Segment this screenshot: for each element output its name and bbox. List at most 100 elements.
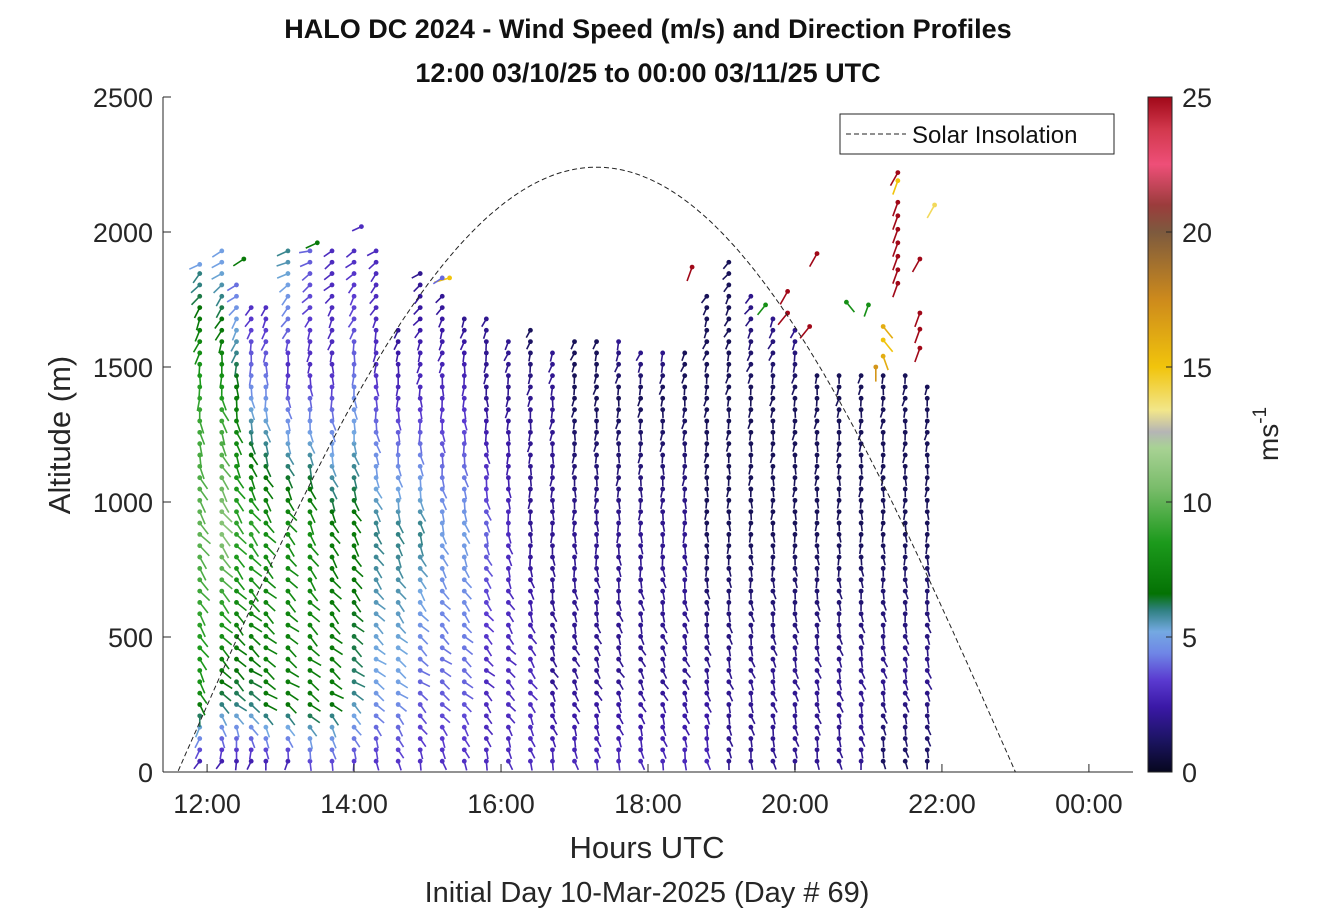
barb-head bbox=[351, 486, 357, 492]
wind-barb bbox=[836, 634, 844, 645]
barb-head bbox=[263, 747, 269, 753]
wind-barb bbox=[285, 622, 300, 633]
barb-head bbox=[594, 577, 599, 583]
wind-barb bbox=[347, 282, 357, 294]
wind-barb bbox=[248, 475, 256, 490]
barb-head bbox=[219, 305, 225, 310]
barb-head bbox=[307, 588, 313, 594]
barb-head bbox=[285, 350, 291, 356]
wind-barb bbox=[329, 713, 340, 726]
barb-head bbox=[844, 299, 849, 305]
wind-barb bbox=[461, 758, 468, 771]
barb-head bbox=[285, 724, 291, 730]
barb-head bbox=[682, 429, 688, 435]
wind-barb bbox=[307, 395, 313, 409]
barb-head bbox=[248, 611, 254, 617]
barb-head bbox=[902, 441, 908, 447]
wind-barb bbox=[369, 305, 379, 316]
wind-barb bbox=[660, 690, 669, 702]
wind-barb bbox=[550, 645, 556, 657]
wind-barb bbox=[351, 713, 362, 726]
wind-barb bbox=[345, 271, 357, 281]
barb-head bbox=[748, 690, 754, 696]
wind-barb bbox=[748, 384, 754, 396]
barb-head bbox=[924, 532, 930, 537]
wind-barb bbox=[748, 736, 754, 748]
barb-head bbox=[197, 736, 203, 741]
barb-head bbox=[219, 520, 225, 526]
wind-barb bbox=[726, 656, 732, 668]
wind-barb bbox=[373, 407, 379, 420]
barb-head bbox=[682, 554, 688, 560]
barb-head bbox=[285, 452, 291, 458]
barb-head bbox=[528, 543, 533, 549]
barb-head bbox=[329, 486, 335, 492]
barb-head bbox=[234, 486, 239, 492]
wind-barb bbox=[351, 736, 361, 748]
wind-barb bbox=[594, 758, 599, 771]
wind-barb bbox=[660, 656, 666, 668]
barb-head bbox=[263, 486, 269, 492]
wind-barb bbox=[417, 690, 429, 701]
barb-head bbox=[219, 702, 225, 707]
barb-head bbox=[197, 327, 203, 333]
wind-barb bbox=[594, 350, 599, 362]
barb-head bbox=[880, 747, 886, 753]
wind-barb bbox=[373, 702, 386, 713]
wind-barb bbox=[417, 350, 423, 363]
wind-barb bbox=[726, 713, 732, 725]
wind-barb bbox=[505, 486, 512, 499]
wind-barb bbox=[483, 441, 489, 453]
barb-head bbox=[307, 463, 313, 469]
wind-barb bbox=[836, 463, 842, 475]
barb-head bbox=[351, 339, 357, 345]
barb-head bbox=[197, 271, 203, 276]
barb-shaft bbox=[221, 522, 234, 534]
wind-barb bbox=[329, 418, 337, 431]
barb-head bbox=[836, 418, 842, 424]
wind-barb bbox=[682, 758, 688, 771]
barb-head bbox=[814, 645, 820, 651]
barb-head bbox=[880, 656, 886, 662]
wind-barb bbox=[879, 418, 886, 430]
wind-barb bbox=[682, 668, 692, 679]
wind-barb bbox=[215, 305, 225, 319]
wind-barb bbox=[682, 532, 688, 544]
wind-barb bbox=[307, 668, 321, 679]
barb-head bbox=[285, 259, 291, 265]
wind-barb bbox=[682, 656, 691, 668]
wind-barb bbox=[550, 532, 555, 544]
barb-head bbox=[616, 747, 622, 753]
barb-head bbox=[483, 429, 489, 435]
barb-head bbox=[572, 543, 577, 549]
barb-head bbox=[726, 600, 732, 605]
barb-head bbox=[858, 407, 864, 413]
barb-head bbox=[902, 690, 908, 696]
wind-barb bbox=[439, 679, 451, 690]
barb-head bbox=[660, 407, 666, 413]
barb-head bbox=[307, 520, 313, 526]
barb-head bbox=[248, 327, 254, 333]
wind-barb bbox=[219, 588, 231, 603]
barb-head bbox=[638, 418, 644, 424]
barb-head bbox=[461, 554, 467, 560]
barb-head bbox=[704, 645, 710, 651]
barb-head bbox=[814, 497, 820, 503]
wind-barb bbox=[836, 497, 842, 509]
wind-barb bbox=[704, 577, 710, 589]
barb-head bbox=[197, 566, 203, 571]
barb-head bbox=[248, 668, 254, 673]
wind-barb bbox=[682, 600, 689, 612]
wind-barb bbox=[416, 373, 423, 385]
wind-barb bbox=[902, 532, 908, 543]
wind-barb bbox=[638, 554, 644, 566]
wind-barb bbox=[211, 271, 225, 280]
x-tick-label: 12:00 bbox=[173, 789, 241, 819]
wind-barb bbox=[572, 577, 577, 589]
barb-shaft bbox=[892, 202, 899, 217]
wind-barb bbox=[461, 395, 467, 408]
wind-barb bbox=[550, 486, 555, 498]
wind-barb bbox=[880, 577, 886, 589]
barb-head bbox=[550, 600, 555, 605]
